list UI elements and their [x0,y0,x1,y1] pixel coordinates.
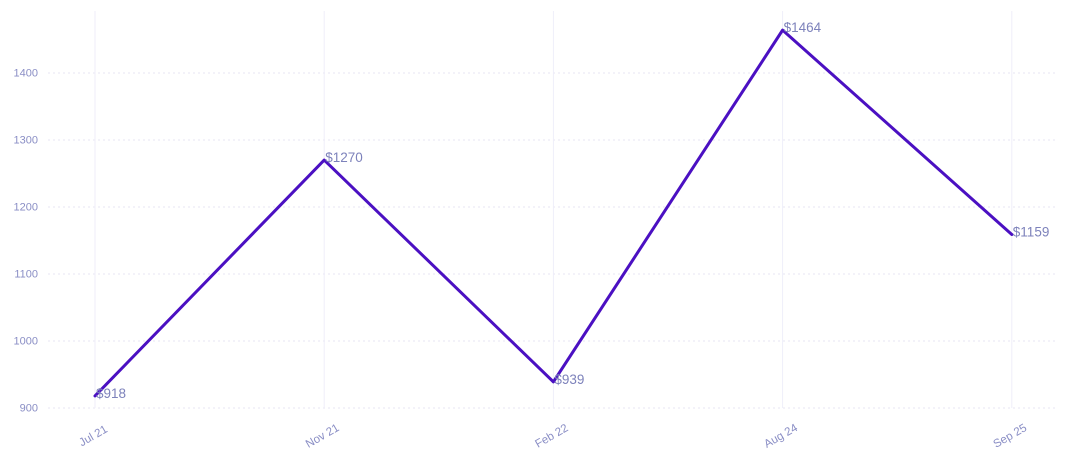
y-axis-tick-label: 1100 [14,269,38,281]
x-axis-tick-label: Aug 24 [762,422,800,451]
y-axis-tick-label: 1000 [14,336,38,348]
x-axis-tick-label: Nov 21 [304,422,342,451]
point-label: $939 [554,372,584,387]
point-label: $1464 [784,20,822,35]
y-axis-tick-label: 900 [20,403,38,415]
series-line [93,28,1014,398]
y-axis-tick-label: 1300 [14,135,38,147]
y-axis-tick-label: 1200 [14,202,38,214]
point-label: $1159 [1013,224,1050,239]
x-axis-tick-label: Feb 22 [533,422,570,450]
x-axis-tick-label: Sep 25 [992,422,1030,451]
point-label: $1270 [325,150,363,165]
y-axis-tick-label: 1400 [14,68,38,80]
point-label: $918 [96,386,126,401]
x-axis-tick-label: Jul 21 [77,424,110,450]
